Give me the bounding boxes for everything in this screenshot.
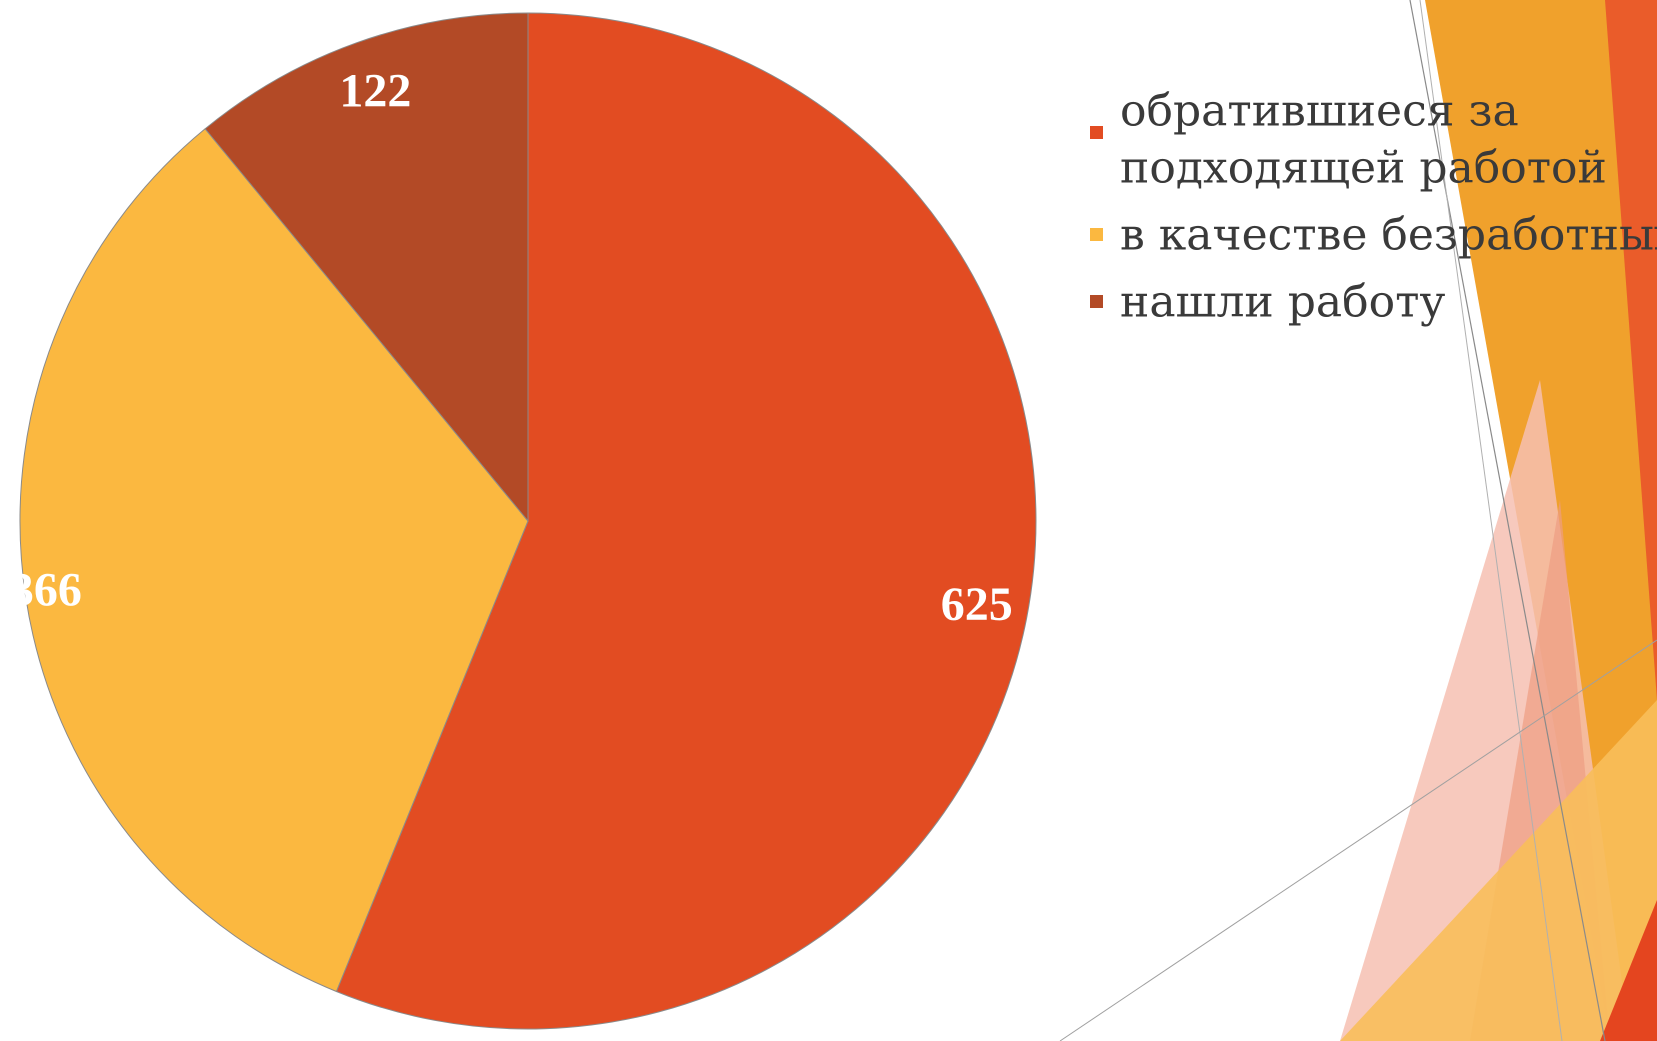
legend-label-1-line-2: подходящей работой [1120,143,1607,194]
deco-line-2 [1419,0,1563,1041]
legend-marker-2 [1090,228,1103,241]
pie-slices [19,12,1037,1030]
legend-label-2-line-1: в качестве безработных [1120,210,1657,261]
chart-legend: обратившиеся за подходящей работой в качес… [1090,86,1657,328]
deco-red-strip [1605,0,1657,700]
data-label-2: 366 [10,563,82,616]
legend-marker-1 [1090,126,1103,139]
legend-label-1-line-1: обратившиеся за [1120,86,1519,137]
legend-label-3-line-1: нашли работу [1120,277,1445,328]
deco-yellow-triangle [1340,700,1657,1041]
deco-red-corner [1600,900,1657,1041]
slide-decoration [1059,0,1657,1041]
deco-line-1 [1409,0,1606,1041]
data-label-3: 122 [339,64,411,117]
legend-marker-3 [1090,295,1103,308]
pie-slice-1 [335,12,1037,1030]
pie-slice-3 [204,12,529,523]
deco-line-3 [1059,639,1657,1041]
data-label-1: 625 [941,578,1013,631]
pie-slice-2 [19,128,529,993]
pie-data-labels: 625 366 122 [10,64,1013,631]
